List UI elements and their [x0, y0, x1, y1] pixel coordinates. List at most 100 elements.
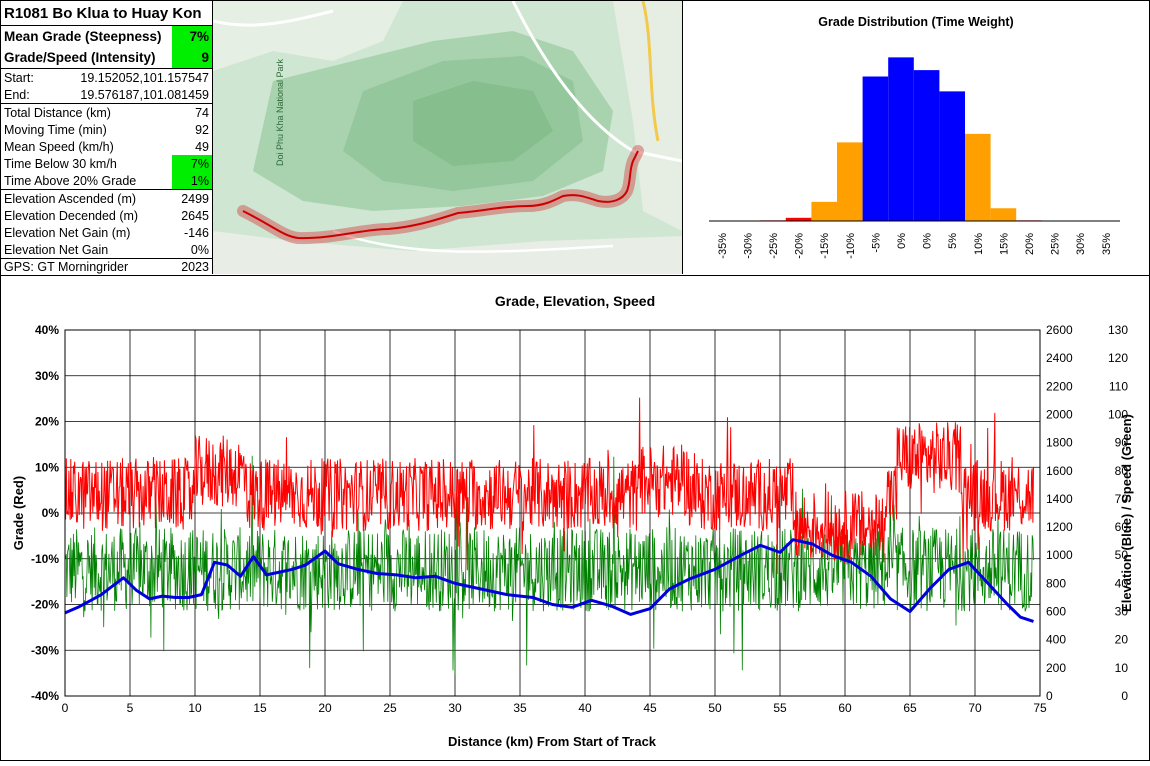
- histogram-title: Grade Distribution (Time Weight): [818, 15, 1013, 29]
- y-speed-tick-label: 80: [1115, 464, 1129, 478]
- y-elev-tick-label: 400: [1046, 633, 1066, 647]
- y-speed-tick-label: 90: [1115, 436, 1129, 450]
- y-elev-tick-label: 1600: [1046, 464, 1073, 478]
- histogram-bar: [965, 133, 991, 221]
- x-tick-label: 40: [578, 701, 592, 715]
- y-elev-tick-label: 2000: [1046, 407, 1073, 421]
- y-speed-tick-label: 60: [1115, 520, 1129, 534]
- histogram-tick-label: -10%: [845, 233, 857, 259]
- main-chart-title: Grade, Elevation, Speed: [495, 293, 655, 309]
- y-speed-tick-label: 50: [1115, 548, 1129, 562]
- y-speed-tick-label: 10: [1115, 661, 1129, 675]
- map-park-label: Doi Phu Kha National Park: [275, 58, 285, 166]
- x-tick-label: 10: [188, 701, 202, 715]
- y-elev-tick-label: 1000: [1046, 548, 1073, 562]
- histogram-tick-label: -35%: [717, 233, 729, 259]
- speed-line: [64, 455, 1034, 676]
- y-speed-tick-label: 120: [1108, 351, 1128, 365]
- histogram-tick-label: 5%: [947, 233, 959, 249]
- y-elev-tick-label: 1400: [1046, 492, 1073, 506]
- y-speed-tick-label: 100: [1108, 407, 1128, 421]
- histogram-bar: [837, 142, 863, 221]
- y-right-axis-label: Elevation (Blue) / Speed (Green): [1119, 414, 1134, 612]
- histogram-bar: [785, 217, 812, 221]
- elevation-line: [64, 538, 1034, 623]
- histogram-bar: [888, 57, 914, 221]
- route-title: R1081 Bo Klua to Huay Kon: [4, 4, 202, 22]
- net-gain-m-row: Elevation Net Gain (m) -146: [4, 225, 209, 240]
- histogram-tick-label: 10%: [973, 233, 985, 255]
- histogram-tick-label: -20%: [794, 233, 806, 259]
- histogram-bar: [990, 208, 1017, 221]
- x-tick-label: 20: [318, 701, 332, 715]
- y-left-tick-label: 10%: [35, 460, 59, 474]
- x-tick-label: 0: [62, 701, 69, 715]
- y-left-tick-label: 20%: [35, 415, 59, 429]
- time-below-row: Time Below 30 km/h 7%: [1, 155, 212, 172]
- y-speed-tick-label: 20: [1115, 633, 1129, 647]
- histogram-tick-label: -5%: [870, 233, 882, 253]
- histogram-bar: [913, 70, 940, 221]
- histogram-tick-label: 0%: [922, 233, 934, 249]
- histogram-bar: [811, 201, 837, 221]
- x-tick-label: 15: [253, 701, 267, 715]
- end-row: End: 19.576187,101.081459: [4, 87, 209, 102]
- histogram-tick-label: 20%: [1024, 233, 1036, 255]
- x-tick-label: 30: [448, 701, 462, 715]
- histogram-bar: [939, 91, 965, 221]
- x-tick-label: 75: [1033, 701, 1047, 715]
- y-elev-tick-label: 2600: [1046, 323, 1073, 337]
- histogram-tick-label: 30%: [1075, 233, 1087, 255]
- grade-histogram: Grade Distribution (Time Weight) -35% -30…: [683, 1, 1149, 274]
- histogram-tick-label: -30%: [742, 233, 754, 259]
- start-row: Start: 19.152052,101.157547: [4, 70, 209, 85]
- route-map[interactable]: Doi Phu Kha National Park: [213, 1, 683, 274]
- net-gain-pct-row: Elevation Net Gain 0%: [4, 242, 209, 257]
- histogram-bar: [862, 76, 889, 221]
- x-tick-label: 70: [968, 701, 982, 715]
- elev-asc-row: Elevation Ascended (m) 2499: [4, 191, 209, 206]
- y-elev-tick-label: 200: [1046, 661, 1066, 675]
- x-tick-label: 25: [383, 701, 397, 715]
- stats-panel: R1081 Bo Klua to Huay Kon Mean Grade (St…: [1, 1, 213, 274]
- histogram-tick-label: 25%: [1050, 233, 1062, 255]
- main-chart-svg: Grade, Elevation, Speed 0 5 10 15 20 25 30 35 40…: [11, 293, 1134, 749]
- y-left-tick-label: 40%: [35, 323, 59, 337]
- y-speed-tick-label: 110: [1109, 379, 1128, 393]
- y-elev-tick-label: 0: [1046, 689, 1053, 703]
- y-speed-tick-label: 70: [1115, 492, 1129, 506]
- y-speed-tick-label: 30: [1115, 605, 1129, 619]
- y-elev-tick-label: 2400: [1046, 351, 1073, 365]
- intensity-row: Grade/Speed (Intensity) 9: [1, 47, 212, 68]
- x-tick-label: 50: [708, 701, 722, 715]
- grade-line: [64, 397, 1034, 575]
- y-left-tick-label: -30%: [31, 643, 59, 657]
- y-left-tick-label: 0%: [42, 506, 60, 520]
- time-above-row: Time Above 20% Grade 1%: [1, 172, 212, 189]
- y-left-tick-label: 30%: [35, 369, 59, 383]
- total-distance-row: Total Distance (km) 74: [4, 105, 209, 120]
- histogram-tick-label: 15%: [998, 233, 1010, 255]
- elev-desc-row: Elevation Decended (m) 2645: [4, 208, 209, 223]
- x-axis-label: Distance (km) From Start of Track: [448, 734, 657, 749]
- mean-speed-row: Mean Speed (km/h) 49: [4, 139, 209, 154]
- x-tick-label: 45: [643, 701, 657, 715]
- y-elev-tick-label: 800: [1046, 576, 1066, 590]
- x-tick-label: 60: [838, 701, 852, 715]
- x-tick-label: 55: [773, 701, 787, 715]
- y-elev-tick-label: 1800: [1046, 436, 1073, 450]
- main-chart: Grade, Elevation, Speed 0 5 10 15 20 25 30 35 40…: [1, 275, 1149, 761]
- x-tick-label: 35: [513, 701, 527, 715]
- y-speed-tick-label: 0: [1121, 689, 1128, 703]
- histogram-tick-label: -25%: [768, 233, 780, 259]
- histogram-tick-label: 0%: [896, 233, 908, 249]
- y-speed-tick-label: 130: [1108, 323, 1128, 337]
- histogram-tick-label: -15%: [819, 233, 831, 259]
- y-left-tick-label: -10%: [31, 552, 59, 566]
- y-left-tick-label: -20%: [31, 598, 59, 612]
- mean-grade-row: Mean Grade (Steepness) 7%: [1, 26, 212, 47]
- y-elev-tick-label: 600: [1046, 605, 1066, 619]
- moving-time-row: Moving Time (min) 92: [4, 122, 209, 137]
- y-left-tick-label: -40%: [31, 689, 59, 703]
- histogram-svg: Grade Distribution (Time Weight) -35% -30…: [709, 15, 1120, 259]
